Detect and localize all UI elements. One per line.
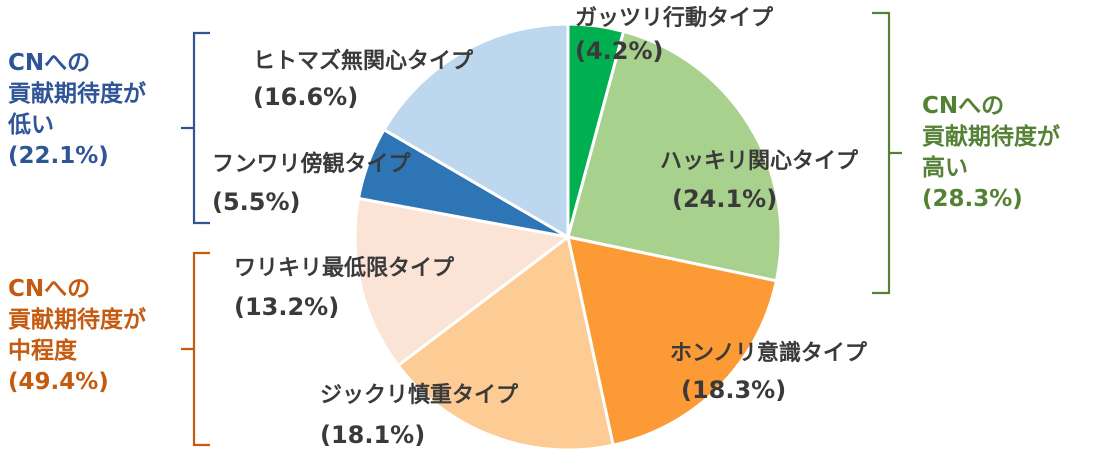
- slice-name-label: ワリキリ最低限タイプ: [234, 256, 455, 281]
- group-label-line: (49.4%): [8, 369, 109, 395]
- group-label-line: (22.1%): [8, 143, 109, 169]
- slice-name-label: ヒトマズ無関心タイプ: [253, 48, 474, 74]
- slice-value-label: (24.1%): [672, 185, 777, 213]
- group-label-line: 貢献期待度が: [8, 306, 146, 333]
- pie-slice-2: [566, 29, 783, 283]
- pie-slice-5: [353, 196, 572, 368]
- group-label-line: 中程度: [8, 337, 78, 364]
- slice-value-label: (18.1%): [320, 421, 425, 449]
- slice-value-label: (4.2%): [575, 37, 664, 65]
- group-bracket-3: [181, 251, 210, 447]
- group-label-line: CNへの: [922, 93, 1004, 119]
- slice-name-label: ガッツリ行動タイプ: [575, 5, 774, 31]
- group-label-line: CNへの: [8, 276, 90, 302]
- group-bracket-2: [181, 31, 210, 225]
- group-label-line: 低い: [7, 112, 54, 138]
- group-label-line: 貢献期待度が: [8, 80, 146, 107]
- pie-slice-7: [381, 22, 570, 240]
- slice-value-label: (16.6%): [253, 83, 358, 111]
- group-brackets: [181, 11, 902, 447]
- slice-name-label: フンワリ傍観タイプ: [212, 151, 411, 177]
- group-label-line: 高い: [922, 154, 968, 181]
- slice-value-label: (18.3%): [681, 376, 786, 404]
- group-bracket-1: [872, 11, 902, 295]
- slice-name-label: ホンノリ意識タイプ: [670, 340, 868, 366]
- pie-slice-4: [395, 234, 615, 452]
- group-label-line: 貢献期待度が: [922, 123, 1060, 150]
- slice-name-label: ジックリ慎重タイプ: [320, 383, 519, 408]
- slice-value-label: (5.5%): [212, 188, 301, 216]
- group-label-line: (28.3%): [922, 186, 1023, 212]
- slice-name-label: ハッキリ関心タイプ: [660, 149, 859, 174]
- group-labels: CNへの貢献期待度が高い(28.3%)CNへの貢献期待度が低い(22.1%)CN…: [7, 50, 1060, 395]
- pie-slice-3: [566, 235, 779, 447]
- slice-value-label: (13.2%): [234, 293, 339, 321]
- pie-slices: [353, 22, 783, 452]
- group-label-line: CNへの: [8, 50, 90, 76]
- slice-labels: ガッツリ行動タイプ (4.2%) ハッキリ関心タイプ (24.1%) ホンノリ意識タイプ…: [212, 5, 868, 449]
